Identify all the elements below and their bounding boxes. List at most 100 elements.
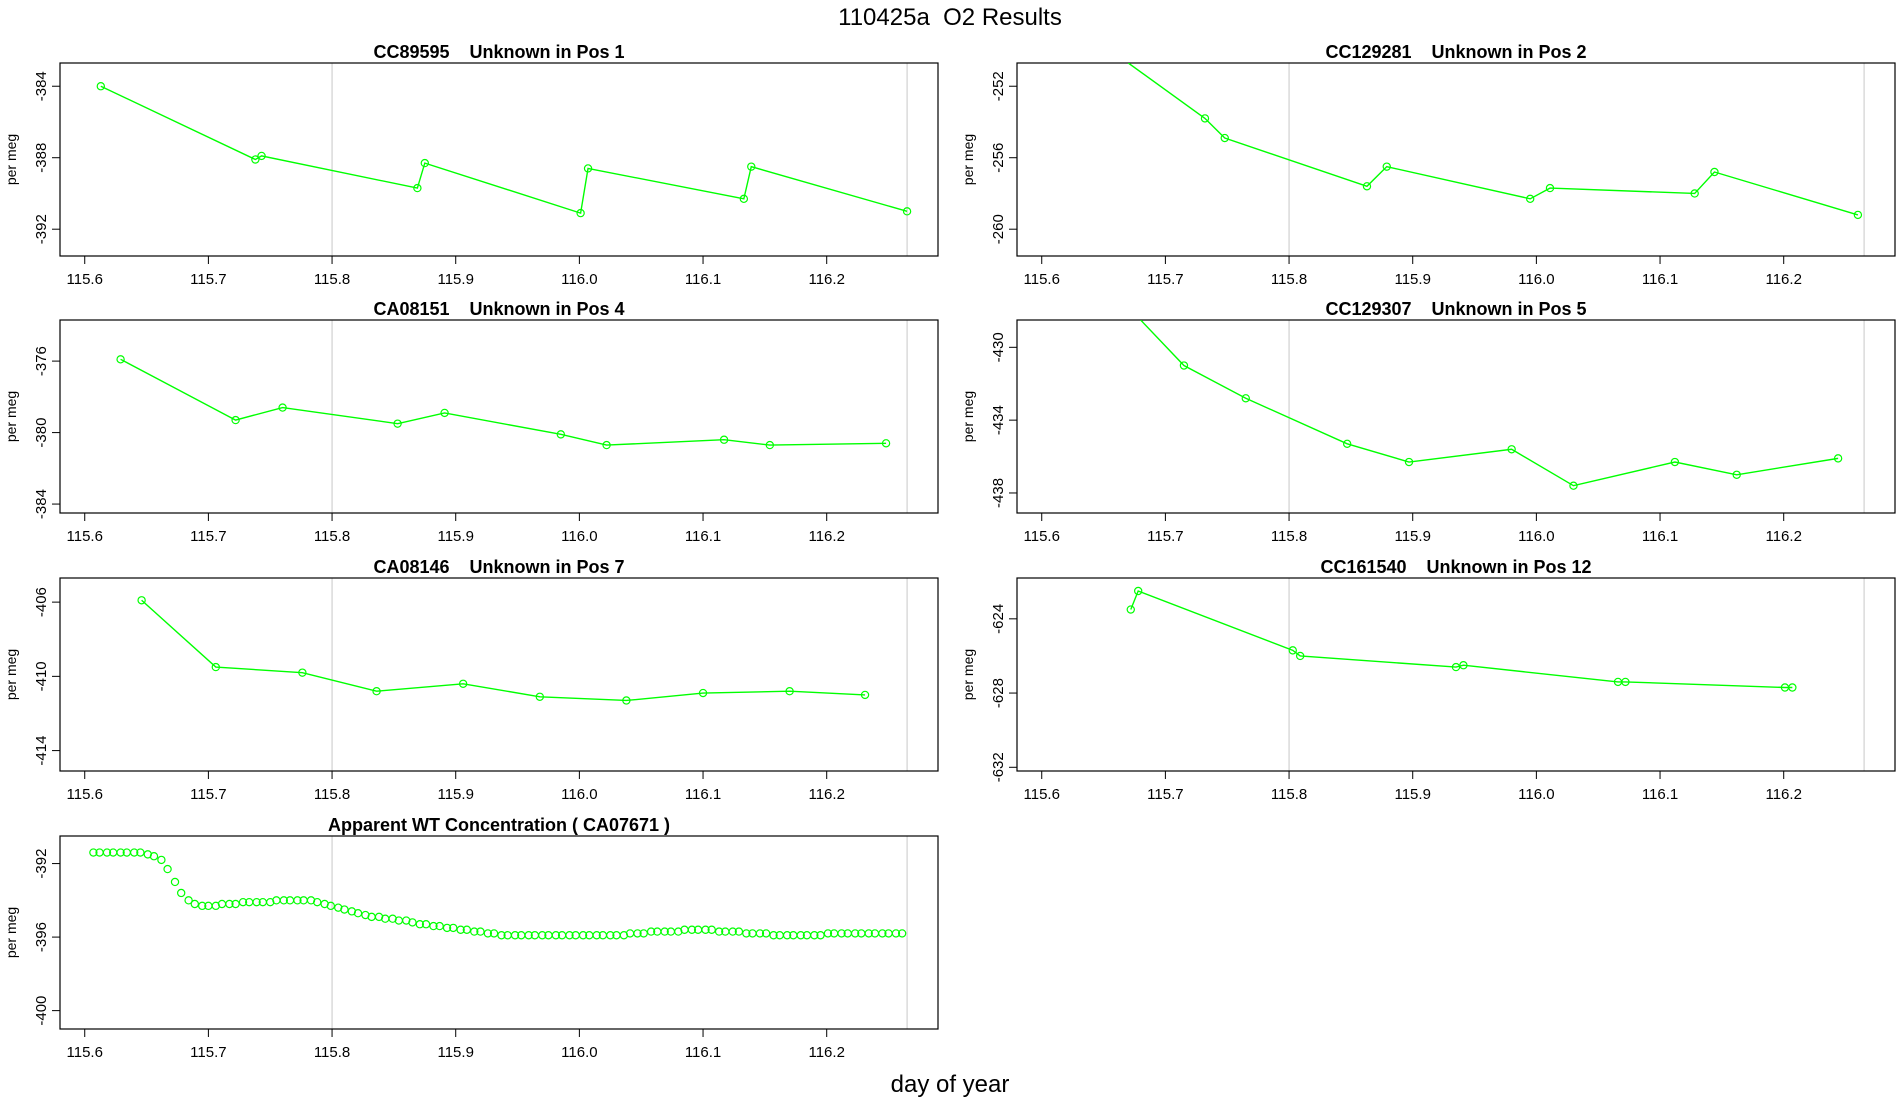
data-point [313,897,322,907]
panel-title: CA08146 Unknown in Pos 7 [373,557,624,577]
plot-frame [1016,319,1896,514]
data-point [326,901,336,911]
x-tick-label: 115.6 [1024,528,1060,545]
data-point [421,920,431,929]
panel-title: Apparent WT Concentration ( CA07671 ) [328,815,670,835]
series [116,355,891,450]
y-axis-label: per meg [3,649,19,700]
x-tick-label: 115.9 [1394,271,1430,288]
series [96,82,912,218]
data-point [456,925,465,934]
data-point [761,929,771,938]
data-point [157,855,166,865]
y-axis-label: per meg [3,391,19,442]
data-point [429,921,438,931]
y-tick-label: -260 [990,214,1007,244]
data-point [524,931,533,940]
y-axis-label: per meg [3,134,19,185]
data-point [1545,183,1555,193]
x-tick-label: 115.6 [67,271,103,288]
y-tick-label: -392 [33,214,50,244]
x-tick-label: 116.2 [1765,271,1801,288]
series [89,848,907,940]
panel-title: CC89595 Unknown in Pos 1 [373,42,624,62]
y-tick-label: -384 [33,71,50,101]
data-point [837,929,846,938]
data-point [646,927,656,936]
data-point [293,896,302,905]
x-tick-label: 116.2 [1765,528,1801,545]
data-point [476,927,485,936]
data-point [1342,439,1352,449]
x-tick-label: 115.9 [437,528,473,545]
series-line [1127,63,1859,216]
x-tick-label: 115.9 [1394,786,1430,803]
data-point [1126,605,1135,614]
x-tick-label: 116.2 [1765,786,1801,803]
series-line [120,358,887,446]
data-point [408,918,417,927]
y-tick-label: -392 [33,849,50,879]
data-point [1569,481,1578,490]
data-point [576,208,585,218]
y-tick-label: -380 [33,418,50,448]
data-point [1382,162,1391,171]
x-tick-label: 116.0 [1518,528,1554,545]
data-point [1133,586,1143,596]
x-tick-label: 115.7 [1147,271,1183,288]
series [137,596,870,705]
y-tick-label: -396 [33,922,50,952]
y-tick-label: -624 [990,604,1007,634]
data-point [510,931,520,940]
panel-title: CA08151 Unknown in Pos 4 [373,299,624,319]
data-point [1362,182,1372,191]
data-point [878,929,887,938]
x-tick-label: 115.6 [1024,786,1060,803]
plot-frame [59,835,939,1030]
data-point [765,440,775,450]
x-axis-label: day of year [890,1071,1010,1098]
data-point [278,403,287,412]
y-axis-label: per meg [960,391,976,442]
data-point [687,925,697,934]
series [1127,63,1863,220]
data-point [353,909,363,918]
x-tick-label: 115.6 [67,528,103,545]
data-point [823,929,833,938]
data-point [298,668,307,677]
data-point [1833,454,1843,463]
chart-panel-2: CC129281 Unknown in Pos 2 115.6 115.7 115.8… [960,42,1896,288]
data-point [89,848,98,857]
x-tick-label: 115.8 [314,271,350,288]
x-tick-label: 115.6 [67,1044,103,1061]
data-point [116,355,125,364]
series [1126,586,1797,692]
y-tick-label: -438 [990,478,1007,508]
panel-title: CC129307 Unknown in Pos 5 [1325,299,1586,319]
data-point [796,931,805,940]
data-point [622,696,631,705]
data-point [415,920,425,929]
data-point [816,931,825,940]
data-point [769,931,778,940]
plot-frame [1016,62,1896,257]
data-point [435,921,444,931]
plot-frame [59,319,939,514]
data-point [462,925,472,934]
x-tick-label: 115.8 [1271,271,1307,288]
data-point [170,877,180,887]
x-tick-label: 115.9 [1394,528,1430,545]
y-tick-label: -434 [990,405,1007,435]
chart-panel-4: CC129307 Unknown in Pos 5 115.6 115.7 115.8… [960,299,1896,545]
chart-panel-5: CA08146 Unknown in Pos 7 115.6 115.7 115.8 1… [3,557,939,803]
data-point [1295,651,1305,661]
data-point [420,158,430,168]
x-tick-label: 116.0 [561,1044,597,1061]
y-tick-label: -388 [33,143,50,173]
data-point [1288,646,1297,655]
y-tick-label: -256 [990,143,1007,173]
data-point [1525,194,1535,204]
data-point [538,931,547,940]
x-tick-label: 115.7 [1147,786,1183,803]
data-point [633,929,642,938]
